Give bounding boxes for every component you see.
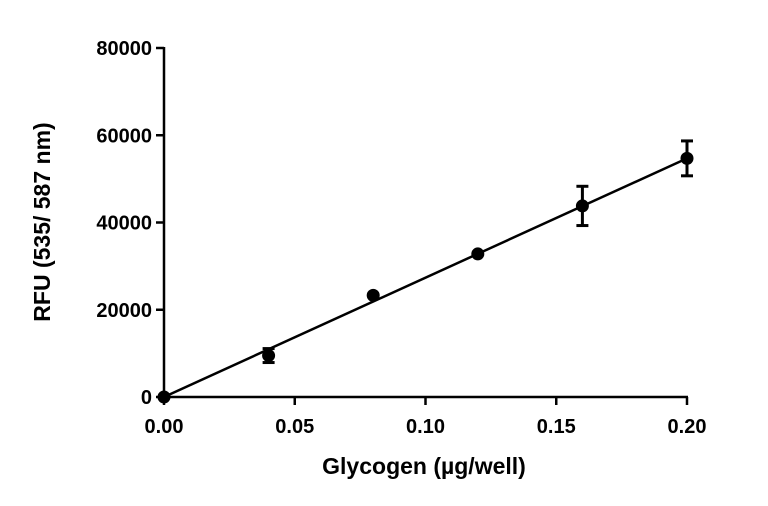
x-tick-label: 0.05 [275,416,314,438]
y-axis-title: RFU (535/ 587 nm) [29,122,55,321]
x-axis-title: Glycogen (µg/well) [322,453,526,479]
data-point [575,199,589,213]
y-tick-label: 0 [141,387,152,409]
data-point [680,151,694,165]
x-tick-label: 0.15 [537,416,576,438]
data-point [157,390,171,404]
y-tick-label: 40000 [96,213,152,235]
x-tick-label: 0.20 [668,416,707,438]
y-tick-label: 20000 [96,300,152,322]
ticks: 0.00 0.05 0.10 0.15 0.20 0 20000 40000 60000 8000… [96,38,706,438]
y-tick-label: 80000 [96,38,152,60]
x-tick-label: 0.10 [406,416,445,438]
data-point [366,288,380,302]
y-tick-label: 60000 [96,125,152,147]
data-points [157,151,694,404]
axes [162,47,688,399]
fit-line [163,157,688,399]
fit-line-group [163,157,688,399]
x-tick-label: 0.00 [145,416,184,438]
data-point [262,349,276,363]
data-point [471,247,485,261]
